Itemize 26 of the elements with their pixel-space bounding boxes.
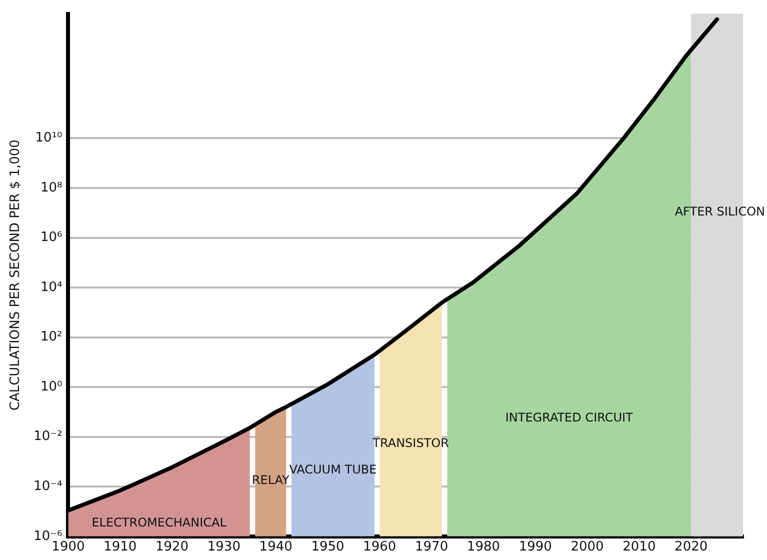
x-tick-label: 1990	[518, 540, 552, 555]
y-tick-label: 10⁸	[40, 180, 62, 196]
y-tick-label: 10⁻⁴	[34, 479, 62, 494]
x-tick-label: 1920	[155, 540, 189, 555]
series-label: TRANSISTOR	[372, 436, 449, 450]
x-tick-label: 1940	[259, 540, 292, 555]
series-label: INTEGRATED CIRCUIT	[505, 410, 634, 424]
y-tick-label: 10⁰	[40, 379, 62, 394]
x-tick-label: 1960	[363, 540, 396, 555]
y-tick-label: 10⁴	[40, 280, 62, 295]
x-tick-label: 2020	[674, 540, 708, 555]
x-tick-label: 1970	[415, 540, 448, 555]
x-tick-label: 1910	[104, 540, 137, 555]
x-tick-label: 1950	[311, 540, 344, 555]
series-label: ELECTROMECHANICAL	[92, 516, 227, 530]
y-tick-label: 10²	[40, 330, 62, 345]
x-tick-label: 2010	[622, 540, 656, 555]
y-axis-title: CALCULATIONS PER SECOND PER $ 1,000	[8, 140, 24, 411]
x-tick-label: 2000	[570, 540, 604, 555]
x-tick-label: 1980	[466, 540, 500, 555]
y-tick-label: 10⁶	[40, 230, 62, 246]
x-tick-label: 1930	[207, 540, 240, 555]
y-tick-label: 10⁻²	[34, 429, 62, 444]
y-tick-label: 10¹⁰	[35, 130, 62, 146]
series-label: VACUUM TUBE	[289, 462, 377, 477]
band-label: AFTER SILICON	[674, 204, 765, 219]
